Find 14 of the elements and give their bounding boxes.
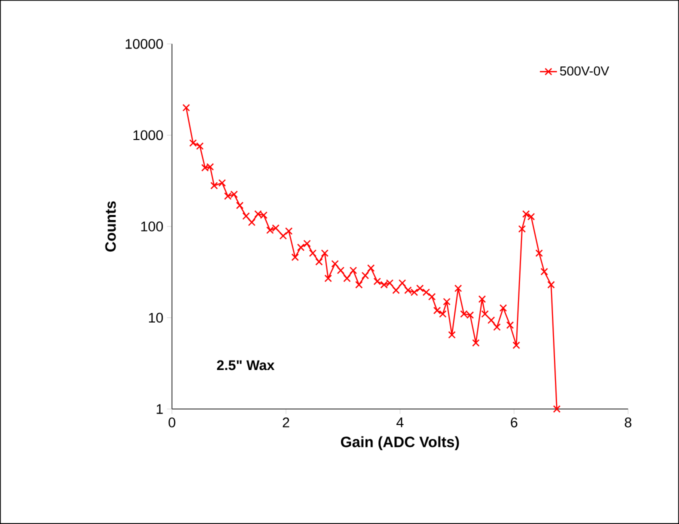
- x-tick-label: 6: [510, 418, 518, 428]
- y-tick-label: 1: [156, 404, 163, 414]
- y-tick-label: 10000: [126, 38, 163, 49]
- x-axis-title: Gain (ADC Volts): [340, 436, 459, 450]
- y-tick-label: 100: [141, 222, 163, 232]
- x-tick-label: 8: [624, 418, 632, 428]
- y-tick-label: 10: [148, 312, 163, 323]
- x-tick-label: 4: [396, 418, 404, 428]
- legend-label: 500V-0V: [560, 66, 610, 76]
- y-tick-label: 1000: [133, 130, 163, 140]
- annotation: 2.5" Wax: [217, 360, 274, 370]
- y-axis-title: Counts: [105, 201, 116, 252]
- x-tick-label: 2: [282, 418, 290, 428]
- x-tick-label: 0: [168, 418, 176, 428]
